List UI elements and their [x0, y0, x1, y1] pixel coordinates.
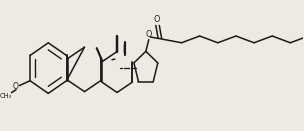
Text: CH₃: CH₃ [0, 93, 12, 99]
Text: O: O [154, 15, 160, 24]
Text: O: O [146, 30, 152, 39]
Text: O: O [13, 82, 19, 91]
